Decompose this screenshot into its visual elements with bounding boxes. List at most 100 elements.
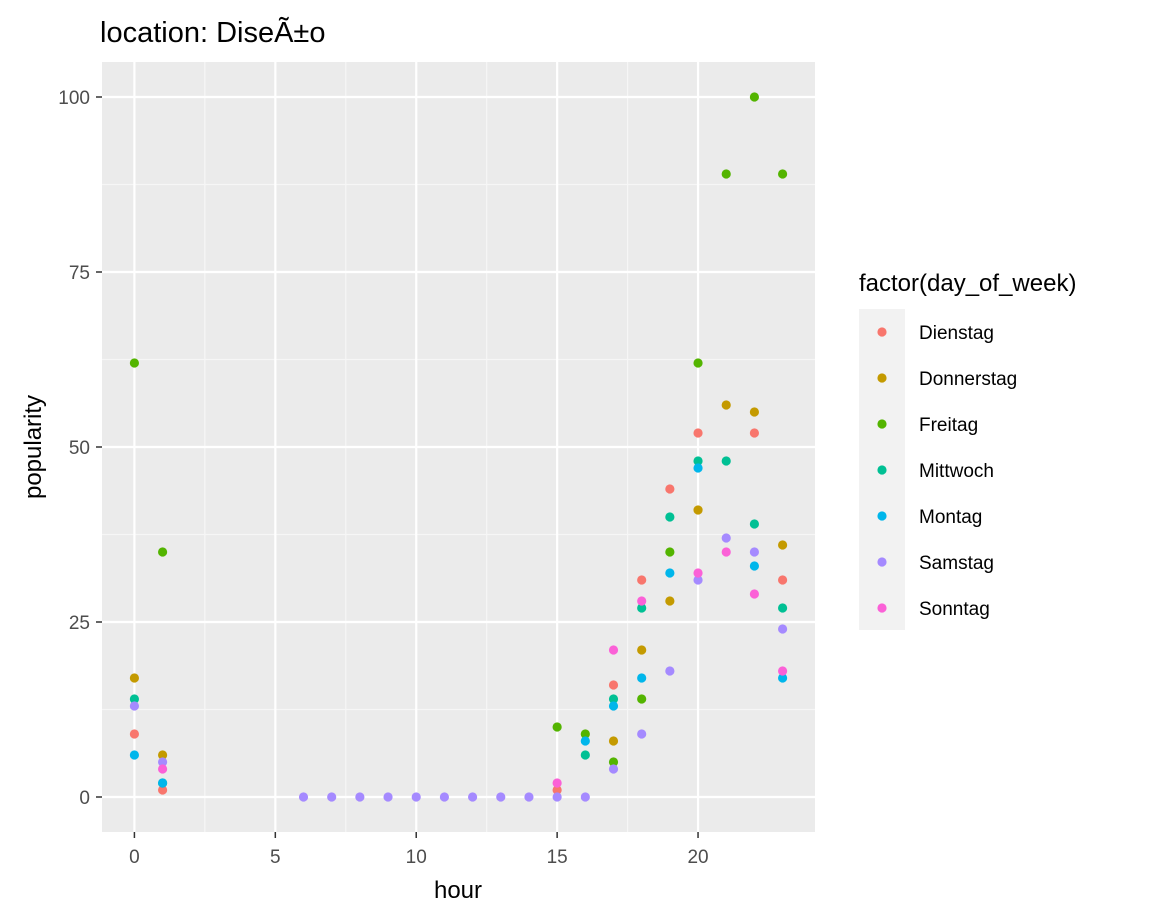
data-point: [777, 575, 788, 585]
legend: factor(day_of_week) Dienstag Donnerstag Fr…: [859, 270, 1076, 630]
data-point: [552, 722, 562, 732]
data-point: [129, 673, 140, 683]
data-point: [608, 757, 619, 767]
data-point: [693, 568, 703, 578]
data-point: [749, 519, 760, 529]
legend-title: factor(day_of_week): [859, 270, 1076, 297]
data-point: [777, 169, 788, 179]
data-point: [129, 729, 140, 739]
y-axis-title: popularity: [20, 395, 47, 499]
y-tick-label: 50: [69, 438, 90, 459]
data-point: [693, 505, 703, 515]
data-point: [693, 575, 703, 585]
x-tick-label: 0: [129, 847, 140, 868]
data-point: [693, 463, 703, 473]
data-point: [496, 792, 506, 802]
data-point: [524, 792, 534, 802]
data-point: [693, 358, 703, 368]
x-axis-ticks: 0 5 10 15 20: [129, 832, 709, 868]
data-point: [608, 694, 619, 704]
data-point: [693, 456, 703, 466]
y-tick-label: 0: [79, 788, 90, 809]
legend-key: [877, 327, 887, 337]
data-point: [552, 785, 562, 795]
data-point: [665, 666, 675, 676]
data-point: [777, 540, 788, 550]
data-point: [157, 778, 168, 788]
data-point: [665, 547, 675, 557]
data-point: [608, 701, 619, 711]
legend-label: Sonntag: [919, 599, 990, 620]
data-point: [327, 792, 337, 802]
data-point: [777, 603, 788, 613]
major-gridlines: [102, 62, 815, 832]
y-tick-label: 25: [69, 613, 90, 634]
data-point: [157, 547, 168, 557]
data-point: [777, 666, 788, 676]
data-point: [665, 596, 675, 606]
data-point: [749, 589, 760, 599]
data-point: [157, 764, 168, 774]
data-point: [637, 603, 647, 613]
data-point: [777, 673, 788, 683]
data-point: [383, 792, 393, 802]
legend-label: Montag: [919, 507, 982, 528]
data-point: [693, 428, 703, 438]
y-tick-label: 100: [58, 88, 90, 109]
legend-key: [877, 511, 887, 521]
data-point: [721, 169, 731, 179]
x-tick-label: 15: [547, 847, 568, 868]
data-point: [749, 407, 760, 417]
data-point: [157, 757, 168, 767]
data-point: [749, 547, 760, 557]
data-point: [439, 792, 450, 802]
data-point: [665, 512, 675, 522]
data-point: [580, 792, 590, 802]
legend-key: [877, 465, 887, 475]
legend-label: Freitag: [919, 415, 978, 436]
legend-label: Samstag: [919, 553, 994, 574]
data-point: [749, 428, 760, 438]
data-point: [721, 456, 731, 466]
data-point: [157, 750, 168, 760]
data-point: [608, 736, 619, 746]
x-tick-label: 20: [687, 847, 708, 868]
data-points: [129, 92, 788, 802]
data-point: [129, 701, 140, 711]
chart-title: location: DiseÃ±o: [100, 15, 325, 49]
legend-label: Mittwoch: [919, 461, 994, 482]
data-point: [608, 764, 619, 774]
legend-label: Donnerstag: [919, 369, 1017, 390]
data-point: [608, 645, 619, 655]
data-point: [721, 400, 731, 410]
data-point: [637, 645, 647, 655]
data-point: [637, 729, 647, 739]
legend-key: [877, 557, 887, 567]
data-point: [665, 568, 675, 578]
x-tick-label: 10: [406, 847, 427, 868]
legend-key: [877, 373, 887, 383]
data-point: [608, 680, 619, 690]
data-point: [355, 792, 365, 802]
x-tick-label: 5: [270, 847, 281, 868]
x-axis-title: hour: [434, 877, 482, 904]
data-point: [129, 750, 140, 760]
data-point: [467, 792, 478, 802]
data-point: [637, 673, 647, 683]
data-point: [552, 792, 562, 802]
data-point: [721, 533, 731, 543]
data-point: [129, 694, 140, 704]
y-tick-label: 75: [69, 263, 90, 284]
data-point: [721, 547, 731, 557]
data-point: [580, 729, 590, 739]
legend-key: [877, 419, 887, 429]
y-axis-ticks: 0 25 50 75 100: [58, 88, 102, 809]
data-point: [637, 694, 647, 704]
data-point: [298, 792, 309, 802]
legend-key: [877, 603, 887, 613]
data-point: [129, 358, 140, 368]
data-point: [665, 484, 675, 494]
data-point: [580, 750, 590, 760]
data-point: [411, 792, 421, 802]
